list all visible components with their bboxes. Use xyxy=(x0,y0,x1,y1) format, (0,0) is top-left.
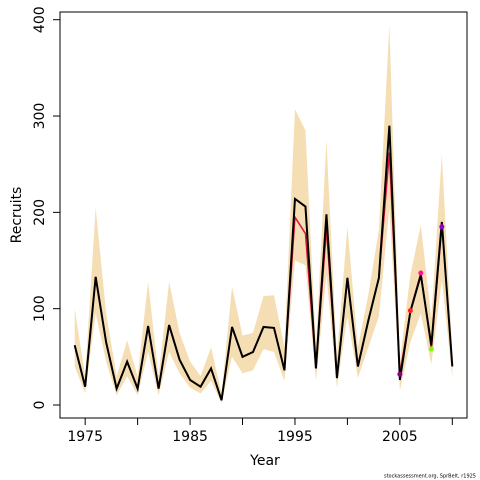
end-point xyxy=(407,308,413,314)
x-tick-label: 2005 xyxy=(382,429,418,445)
x-axis-label: Year xyxy=(249,453,280,469)
series-line xyxy=(73,125,454,401)
y-axis-label: Recruits xyxy=(9,187,25,244)
y-tick-label: 300 xyxy=(32,103,48,130)
end-point xyxy=(428,346,434,352)
end-point xyxy=(439,224,445,230)
x-tick-label: 1985 xyxy=(172,429,208,445)
y-tick-label: 0 xyxy=(32,401,48,410)
y-tick-label: 400 xyxy=(32,6,48,33)
end-point xyxy=(418,270,424,276)
x-tick-label: 1995 xyxy=(277,429,313,445)
x-tick-label: 1975 xyxy=(67,429,103,445)
end-point xyxy=(397,371,403,377)
confidence-band xyxy=(74,24,453,404)
footnote: stockassessment.org, SprBelt, r1925 xyxy=(384,474,476,480)
y-tick-label: 100 xyxy=(32,295,48,322)
y-tick-label: 200 xyxy=(32,199,48,226)
plot-frame xyxy=(59,11,468,419)
